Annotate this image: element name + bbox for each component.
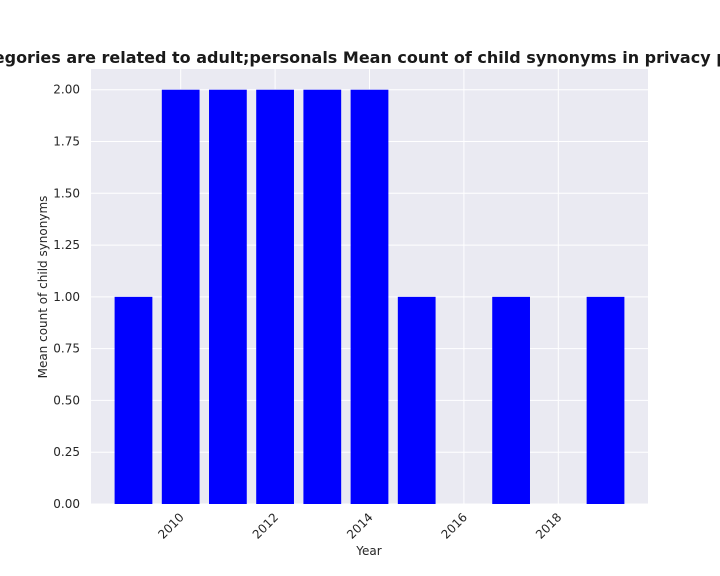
bar-2017 [492,296,530,504]
y-tick-label: 0.75 [53,342,80,356]
bar-2009 [114,296,153,504]
y-tick-label: 0.00 [53,497,80,511]
y-tick-label: 1.25 [53,238,80,252]
bar-2013 [303,89,342,504]
x-tick-label: 2014 [344,510,375,541]
chart-title: en categories are related to adult;perso… [0,48,720,67]
y-tick-label: 0.50 [53,393,80,407]
bar-2011 [209,89,247,504]
y-axis-label: Mean count of child synonyms [36,196,50,379]
x-tick-label: 2016 [439,510,470,541]
y-tick-labels: 0.00 0.25 0.50 0.75 1.00 1.25 1.50 1.75 2.00 [53,83,80,511]
x-tick-label: 2012 [250,510,281,541]
x-tick-labels: 2010 2012 2014 2016 2018 [155,510,564,541]
y-tick-label: 1.75 [53,135,80,149]
y-tick-label: 0.25 [53,445,80,459]
bar-2015 [397,296,436,504]
bar-2014 [350,89,389,504]
y-tick-label: 1.00 [53,290,80,304]
bar-2010 [161,89,200,504]
bar-2012 [256,89,294,504]
y-tick-label: 1.50 [53,186,80,200]
bars [114,89,625,504]
x-tick-label: 2010 [155,510,186,541]
bar-2019 [586,296,625,504]
x-axis-label: Year [355,544,381,558]
y-tick-label: 2.00 [53,83,80,97]
x-tick-label: 2018 [533,510,564,541]
